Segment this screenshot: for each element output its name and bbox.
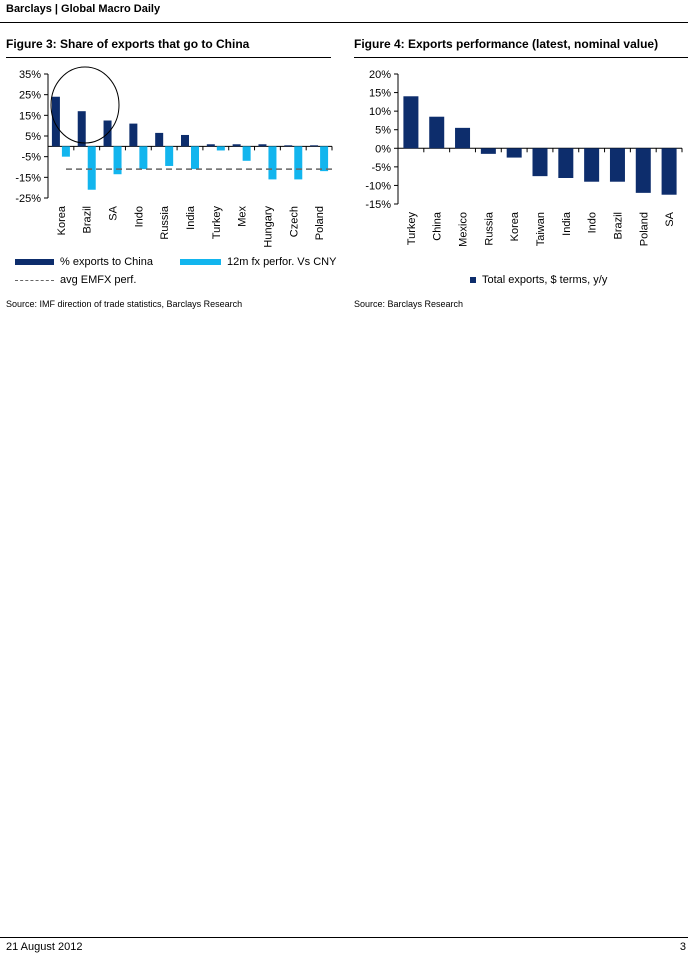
- figure4-bar-total-exports: [661, 148, 677, 195]
- figure4-x-tick-label: India: [561, 211, 573, 236]
- figure4-x-tick-label: Russia: [483, 211, 495, 246]
- figure4-x-tick-label: Korea: [509, 211, 521, 241]
- legend-label-fx-performance: 12m fx perfor. Vs CNY: [227, 256, 337, 268]
- figure4-source: Source: Barclays Research: [354, 299, 464, 309]
- figure3-x-tick-label: Indo: [133, 206, 145, 227]
- figure4-y-tick-label: -10%: [365, 180, 391, 192]
- figure4-bar-total-exports: [584, 148, 600, 182]
- figure4-title: Figure 4: Exports performance (latest, n…: [354, 37, 659, 51]
- figure3-y-tick-label: -15%: [15, 172, 41, 184]
- figure3-bar-exports-to-china: [232, 144, 241, 147]
- figure3-bar-fx-performance: [320, 146, 329, 172]
- figure4-x-tick-label: Taiwan: [535, 212, 547, 246]
- figure4-y-tick-label: 5%: [375, 125, 391, 137]
- legend-swatch-navy-square: [470, 277, 476, 284]
- figure3-x-tick-label: Brazil: [82, 206, 94, 234]
- header-rule: [0, 22, 688, 23]
- figure3-chart: 35% 25% 15% 5% -5% -15% -25% Korea Brazil SA Indo R…: [15, 66, 333, 248]
- legend-item-total-exports: Total exports, $ terms, y/y: [470, 274, 607, 286]
- legend-swatch-dashed: [15, 279, 54, 281]
- figure3-bar-exports-to-china: [77, 111, 86, 147]
- figure4-x-tick-label: Brazil: [612, 212, 624, 240]
- figure3-y-tick-label: -5%: [21, 152, 41, 164]
- figure3-x-tick-label: Poland: [314, 206, 326, 240]
- figure4-x-tick-label: China: [432, 211, 444, 241]
- figure4-y-tick-label: 10%: [369, 106, 391, 118]
- figure4-bar-total-exports: [403, 96, 419, 149]
- legend-item-exports-to-china: % exports to China: [15, 256, 153, 268]
- figure4-x-tick-label: Mexico: [458, 212, 470, 247]
- legend-swatch-navy: [15, 259, 54, 266]
- footer-date: 21 August 2012: [6, 941, 83, 953]
- figure4-bar-total-exports: [609, 148, 625, 182]
- figure3-bar-fx-performance: [191, 146, 199, 170]
- figure4-bar-total-exports: [480, 148, 496, 154]
- figure3-bar-exports-to-china: [181, 134, 189, 147]
- figure3-bar-exports-to-china: [155, 132, 164, 147]
- figure3-bar-exports-to-china: [51, 96, 60, 147]
- figure3-x-tick-label: Czech: [288, 206, 300, 237]
- figure4-bar-total-exports: [558, 148, 574, 178]
- figure3-bar-fx-performance: [294, 146, 303, 180]
- figure3-title: Figure 3: Share of exports that go to Ch…: [6, 37, 250, 51]
- figure4-title-rule: [354, 57, 688, 58]
- figure3-title-rule: [6, 57, 331, 58]
- figure4-y-tick-label: -5%: [371, 162, 391, 174]
- legend-item-fx-performance: 12m fx perfor. Vs CNY: [180, 256, 336, 268]
- figure3-y-tick-label: 25%: [19, 90, 41, 102]
- figure3-y-tick-label: -25%: [15, 193, 41, 205]
- figure3-x-tick-label: SA: [108, 205, 120, 220]
- figure3-x-tick-label: Turkey: [211, 206, 223, 240]
- figure3-x-tick-label: India: [185, 205, 197, 230]
- legend-swatch-cyan: [180, 259, 221, 266]
- footer-rule: [0, 937, 688, 938]
- figure4-y-tick-label: 15%: [369, 88, 391, 100]
- figure3-source: Source: IMF direction of trade statistic…: [6, 299, 243, 309]
- figure3-bar-exports-to-china: [310, 145, 319, 147]
- figure4-bar-total-exports: [455, 127, 471, 149]
- page-number: 3: [679, 941, 686, 953]
- figure4-x-tick-label: Turkey: [406, 212, 418, 246]
- figure3-bar-fx-performance: [61, 146, 70, 157]
- figure4-y-tick-label: 20%: [369, 69, 391, 81]
- figure3-y-tick-label: 35%: [19, 69, 41, 81]
- figure4-bar-total-exports: [506, 148, 522, 158]
- figure4-y-tick-label: 0%: [375, 143, 391, 155]
- figure3-bar-fx-performance: [216, 146, 225, 151]
- figure4-x-tick-label: Poland: [638, 212, 650, 246]
- figure4-y-tick-label: -15%: [365, 199, 391, 211]
- report-header: Barclays | Global Macro Daily: [6, 3, 161, 15]
- figure4-x-tick-label: Indo: [587, 212, 599, 233]
- figure4-x-tick-label: SA: [664, 211, 676, 226]
- figure3-annotation-circle: [50, 66, 120, 144]
- figure3-bar-fx-performance: [113, 146, 122, 175]
- legend-label-total-exports: Total exports, $ terms, y/y: [482, 274, 608, 286]
- figure3-bar-exports-to-china: [284, 145, 293, 147]
- figure3-bar-fx-performance: [165, 146, 174, 166]
- figure4-bar-total-exports: [429, 116, 445, 149]
- figure4-bar-total-exports: [532, 148, 548, 177]
- legend-item-avg-emfx: avg EMFX perf.: [15, 274, 136, 286]
- figure3-x-tick-label: Korea: [56, 205, 68, 235]
- figure3-x-tick-label: Mex: [237, 206, 249, 227]
- figure3-bar-fx-performance: [242, 146, 251, 161]
- figure3-y-tick-label: 5%: [25, 131, 41, 143]
- legend-label-exports-to-china: % exports to China: [60, 256, 153, 268]
- figure4-chart: 20% 15% 10% 5% 0% -5% -10% -15% Turkey China Mexic…: [365, 69, 683, 247]
- legend-label-avg-emfx: avg EMFX perf.: [60, 274, 137, 286]
- figure3-bar-fx-performance: [139, 146, 148, 170]
- figure3-y-tick-label: 15%: [19, 110, 41, 122]
- figure3-bar-fx-performance: [87, 146, 96, 190]
- figure3-bar-fx-performance: [268, 146, 277, 180]
- figure3-bar-exports-to-china: [206, 144, 215, 147]
- figure3-x-tick-label: Russia: [159, 205, 171, 240]
- figure4-bar-total-exports: [635, 148, 651, 193]
- figure3-x-tick-label: Hungary: [262, 206, 274, 248]
- figure3-bar-exports-to-china: [129, 123, 138, 147]
- figure3-bar-exports-to-china: [258, 144, 267, 147]
